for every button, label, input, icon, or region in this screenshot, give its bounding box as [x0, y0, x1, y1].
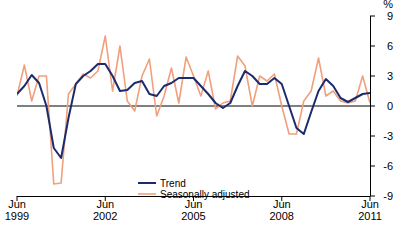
- y-tick: [370, 16, 375, 17]
- x-tick-label: Jun2005: [181, 198, 205, 222]
- plot-area: [17, 36, 370, 184]
- x-tick-label-part: Jun: [185, 198, 203, 210]
- y-tick: [370, 196, 375, 197]
- x-tick-label-part: 1999: [5, 210, 29, 222]
- x-tick-label: Jun2008: [270, 198, 294, 222]
- y-tick: [370, 46, 375, 47]
- x-tick-label-part: Jun: [273, 198, 291, 210]
- x-tick-label-part: 2008: [270, 210, 294, 222]
- y-tick-label: 0: [387, 100, 393, 112]
- legend-label: Trend: [160, 178, 186, 189]
- y-tick-label: 3: [387, 70, 393, 82]
- y-axis-label: %: [383, 0, 393, 10]
- y-tick: [370, 166, 375, 167]
- x-tick-label: Jun2002: [93, 198, 117, 222]
- series-line: [17, 36, 370, 184]
- legend-key: [138, 182, 156, 184]
- x-tick-label-part: Jun: [361, 198, 379, 210]
- legend-label: Seasonally adjusted: [160, 189, 250, 200]
- y-tick-label: -6: [383, 160, 393, 172]
- series-line: [17, 64, 370, 158]
- y-tick-label: 9: [387, 10, 393, 22]
- y-tick: [370, 106, 375, 107]
- x-tick-label-part: Jun: [96, 198, 114, 210]
- x-tick-label-part: Jun: [8, 198, 26, 210]
- legend-key: [138, 193, 156, 195]
- x-tick-label: Jun1999: [5, 198, 29, 222]
- x-tick-label-part: 2002: [93, 210, 117, 222]
- y-tick: [370, 76, 375, 77]
- zero-line: [17, 106, 370, 107]
- x-tick-label-part: 2005: [181, 210, 205, 222]
- x-tick-label: Jun2011: [358, 198, 382, 222]
- x-tick-label-part: 2011: [358, 210, 382, 222]
- y-tick-label: 6: [387, 40, 393, 52]
- y-tick: [370, 136, 375, 137]
- chart: -9-6-30369%Jun1999Jun2002Jun2005Jun2008J…: [0, 0, 397, 227]
- y-tick-label: -3: [383, 130, 393, 142]
- y-tick-label: -9: [383, 190, 393, 202]
